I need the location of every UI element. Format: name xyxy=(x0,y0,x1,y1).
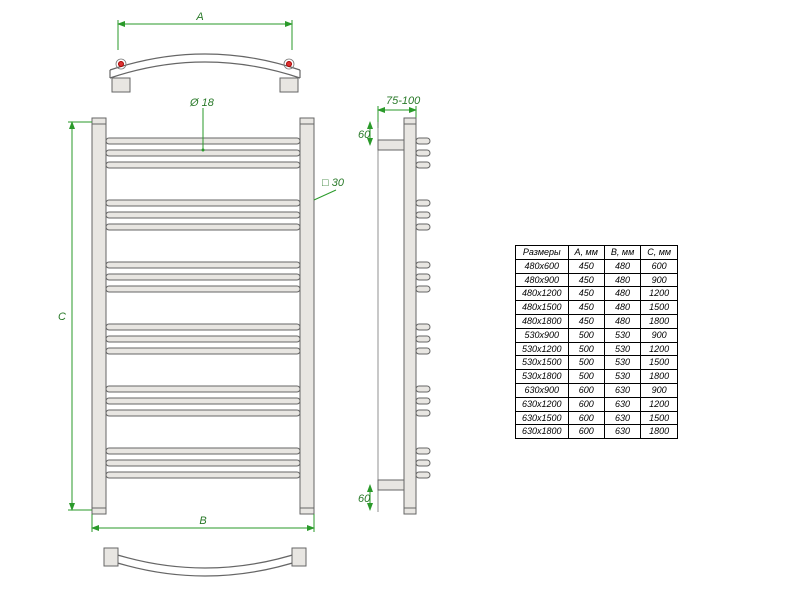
table-cell: 1500 xyxy=(641,411,678,425)
side-off-top: 60 xyxy=(358,129,371,141)
side-bracket-bottom xyxy=(378,480,404,490)
frame-sq-label: □ 30 xyxy=(322,177,345,189)
side-view: 75-100 60 60 xyxy=(358,95,430,514)
table-row: 630x18006006301800 xyxy=(516,425,678,439)
table-cell: 630 xyxy=(604,397,640,411)
table-header: В, мм xyxy=(604,246,640,260)
table-cell: 480x1500 xyxy=(516,301,569,315)
table-cell: 530x1800 xyxy=(516,370,569,384)
table-cell: 1500 xyxy=(641,301,678,315)
table-cell: 450 xyxy=(568,287,604,301)
table-cell: 600 xyxy=(568,383,604,397)
diagram-container: A Ø 18 xyxy=(0,0,800,600)
table-cell: 530x1200 xyxy=(516,342,569,356)
tube-dia-label: Ø 18 xyxy=(189,97,215,109)
table-row: 480x900450480900 xyxy=(516,273,678,287)
table-header: Размеры xyxy=(516,246,569,260)
dim-b-label: B xyxy=(199,515,206,527)
table-cell: 900 xyxy=(641,273,678,287)
table-cell: 630 xyxy=(604,383,640,397)
table-cell: 480 xyxy=(604,301,640,315)
top-view: A xyxy=(110,11,300,92)
drawing-svg: A Ø 18 xyxy=(0,0,800,600)
table-cell: 530x900 xyxy=(516,328,569,342)
table-row: 530x12005005301200 xyxy=(516,342,678,356)
table-cell: 500 xyxy=(568,356,604,370)
table-cell: 450 xyxy=(568,301,604,315)
table-cell: 500 xyxy=(568,328,604,342)
table-cell: 480x1200 xyxy=(516,287,569,301)
table-cell: 630x1200 xyxy=(516,397,569,411)
top-bracket-left xyxy=(112,59,130,92)
top-bracket-right xyxy=(280,59,298,92)
table-cell: 630 xyxy=(604,425,640,439)
side-bar-stubs xyxy=(416,138,430,478)
side-bracket-top xyxy=(378,140,404,150)
table-cell: 900 xyxy=(641,383,678,397)
table-row: 630x900600630900 xyxy=(516,383,678,397)
table-cell: 530 xyxy=(604,328,640,342)
table-cell: 500 xyxy=(568,370,604,384)
table-cell: 480 xyxy=(604,259,640,273)
table-cell: 1800 xyxy=(641,314,678,328)
table-cell: 530 xyxy=(604,342,640,356)
table-cell: 530 xyxy=(604,370,640,384)
table-cell: 450 xyxy=(568,273,604,287)
table-row: 480x12004504801200 xyxy=(516,287,678,301)
table-row: 530x15005005301500 xyxy=(516,356,678,370)
table-cell: 450 xyxy=(568,314,604,328)
table-cell: 480x900 xyxy=(516,273,569,287)
table-cell: 450 xyxy=(568,259,604,273)
table-cell: 600 xyxy=(568,397,604,411)
table-cell: 1200 xyxy=(641,287,678,301)
table-cell: 600 xyxy=(568,411,604,425)
table-row: 630x12006006301200 xyxy=(516,397,678,411)
table-cell: 1200 xyxy=(641,397,678,411)
table-cell: 1800 xyxy=(641,370,678,384)
table-row: 630x15006006301500 xyxy=(516,411,678,425)
table-cell: 480 xyxy=(604,287,640,301)
table-cell: 480 xyxy=(604,273,640,287)
dim-a-label: A xyxy=(195,11,203,23)
table-cell: 630 xyxy=(604,411,640,425)
table-cell: 1800 xyxy=(641,425,678,439)
table-cell: 530 xyxy=(604,356,640,370)
table-cell: 530x1500 xyxy=(516,356,569,370)
dim-c-label: C xyxy=(58,311,66,323)
side-off-bot: 60 xyxy=(358,493,371,505)
table-row: 480x15004504801500 xyxy=(516,301,678,315)
dimensions-table: РазмерыА, ммВ, ммС, мм 480x6004504806004… xyxy=(515,245,678,439)
table-cell: 630x1500 xyxy=(516,411,569,425)
table-header: С, мм xyxy=(641,246,678,260)
table-cell: 500 xyxy=(568,342,604,356)
bottom-view xyxy=(104,548,306,576)
table-cell: 600 xyxy=(568,425,604,439)
table-cell: 480x1800 xyxy=(516,314,569,328)
table-row: 480x600450480600 xyxy=(516,259,678,273)
table-row: 480x18004504801800 xyxy=(516,314,678,328)
table-cell: 1500 xyxy=(641,356,678,370)
table-cell: 480x600 xyxy=(516,259,569,273)
table-cell: 900 xyxy=(641,328,678,342)
table-row: 530x18005005301800 xyxy=(516,370,678,384)
front-view: Ø 18 □ 30 C B xyxy=(58,97,345,532)
table-cell: 630x900 xyxy=(516,383,569,397)
table-cell: 600 xyxy=(641,259,678,273)
table-cell: 480 xyxy=(604,314,640,328)
side-depth-label: 75-100 xyxy=(386,95,421,107)
table-header: А, мм xyxy=(568,246,604,260)
table-row: 530x900500530900 xyxy=(516,328,678,342)
table-cell: 630x1800 xyxy=(516,425,569,439)
front-bars xyxy=(106,138,300,478)
table-cell: 1200 xyxy=(641,342,678,356)
